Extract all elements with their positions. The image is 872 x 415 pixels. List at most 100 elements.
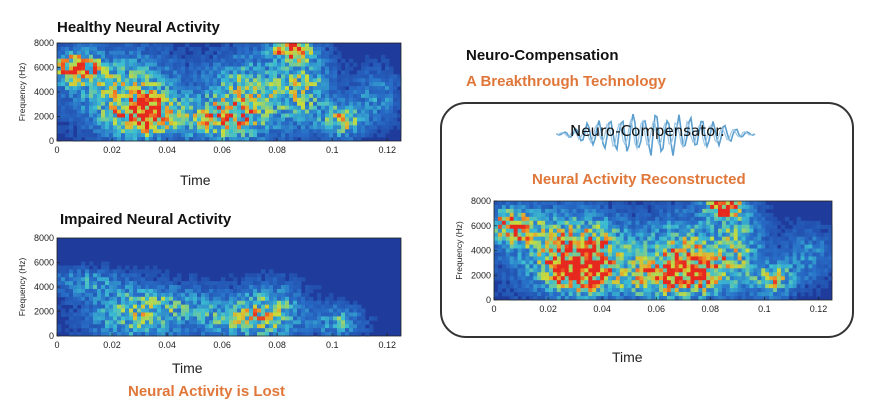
heatmap-cell [81,43,86,48]
heatmap-cell [584,204,589,210]
heatmap-cell [117,332,122,337]
heatmap-cell [301,125,306,130]
heatmap-cell [157,316,162,321]
heatmap-cell [185,93,190,99]
heatmap-cell [741,252,746,257]
heatmap-cell [333,58,338,63]
heatmap-cell [596,276,601,281]
heatmap-cell [265,105,270,111]
heatmap-cell [197,117,202,122]
heatmap-cell [690,256,695,261]
heatmap-cell [369,113,374,118]
heatmap-cell [137,296,142,302]
heatmap-cell [721,232,727,238]
heatmap-cell [537,284,542,289]
heatmap-cell [333,312,338,317]
heatmap-cell [333,320,338,325]
heatmap-cell [564,228,570,234]
heatmap-cell [141,308,146,313]
heatmap-cell [69,133,74,138]
heatmap-cell [580,244,585,249]
heatmap-cell [710,296,715,301]
heatmap-cell [615,204,621,210]
heatmap-cell [293,308,298,313]
heatmap-cell [702,272,707,277]
heatmap-cell [365,54,370,60]
heatmap-cell [541,276,546,281]
heatmap-cell [297,117,302,122]
heatmap-cell [568,252,573,257]
heatmap-cell [213,78,218,83]
heatmap-cell [725,240,731,245]
heatmap-cell [769,280,774,285]
heatmap-cell [229,137,234,142]
heatmap-cell [541,252,546,257]
heatmap-cell [137,121,142,126]
heatmap-cell [217,109,222,114]
heatmap-cell [97,82,102,87]
heatmap-cell [209,121,214,126]
heatmap-cell [133,70,138,75]
heatmap-cell [213,324,218,329]
heatmap-cell [65,105,70,111]
heatmap-cell [647,272,652,277]
heatmap-cell [592,276,597,281]
heatmap-cell [69,117,74,122]
heatmap-cell [189,296,194,302]
heatmap-cell [690,280,695,285]
heatmap-cell [576,284,581,289]
heatmap-cell [141,121,146,126]
heatmap-cell [710,284,715,289]
heatmap-cell [702,212,707,218]
heatmap-cell [205,324,210,329]
heatmap-cell [647,244,652,249]
heatmap-cell [600,248,605,253]
heatmap-cell [541,212,546,218]
heatmap-cell [61,43,66,48]
heatmap-cell [289,281,294,286]
heatmap-cell [93,332,98,337]
heatmap-cell [117,62,122,67]
heatmap-cell [297,93,302,99]
heatmap-cell [229,62,234,67]
heatmap-cell [165,296,170,302]
heatmap-cell [225,82,230,87]
heatmap-cell [393,93,398,99]
heatmap-cell [313,320,318,325]
heatmap-cell [97,133,102,138]
heatmap-cell [509,236,515,241]
heatmap-cell [241,105,246,111]
heatmap-cell [181,113,186,118]
heatmap-cell [153,328,158,333]
heatmap-cell [729,216,735,222]
heatmap-cell [265,285,270,290]
heatmap-cell [309,66,314,71]
heatmap-cell [93,90,98,95]
heatmap-cell [690,228,695,234]
heatmap-cell [611,296,617,301]
heatmap-cell [81,97,86,103]
heatmap-cell [77,93,82,99]
heatmap-cell [73,109,78,114]
heatmap-cell [745,232,750,238]
heatmap-cell [89,296,94,302]
heatmap-cell [289,117,294,122]
heatmap-cell [725,236,731,241]
heatmap-cell [505,272,511,277]
heatmap-cell [193,66,198,71]
heatmap-cell [133,109,138,114]
heatmap-cell [237,82,242,87]
heatmap-cell [389,66,394,71]
heatmap-cell [209,300,214,306]
heatmap-cell [201,125,206,130]
heatmap-cell [325,137,330,142]
heatmap-cell [607,220,613,226]
heatmap-cell [65,320,70,325]
heatmap-cell [313,328,318,333]
heatmap-cell [125,265,130,270]
heatmap-cell [721,256,727,261]
heatmap-cell [678,240,684,245]
heatmap-cell [145,93,150,99]
heatmap-cell [57,288,62,294]
heatmap-cell [611,284,617,289]
